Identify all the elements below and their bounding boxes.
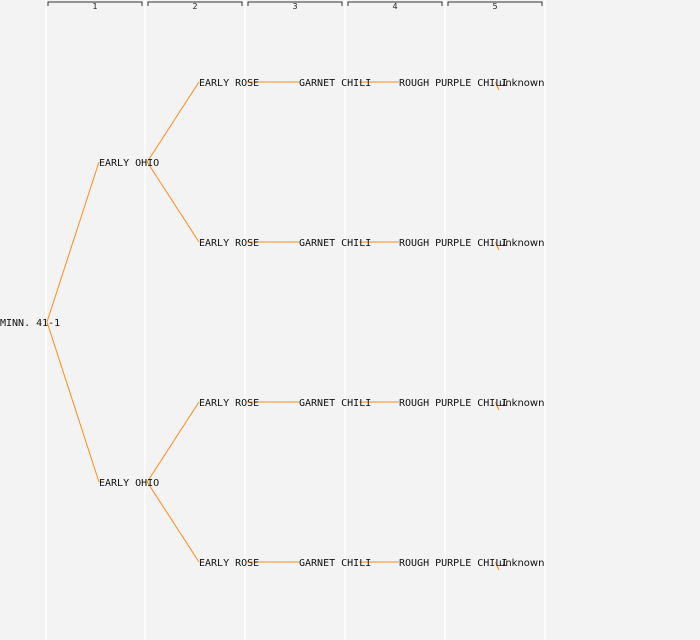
unknown-ancestor-label: unknown (499, 398, 544, 409)
node-label: EARLY ROSE (199, 398, 259, 409)
node-label: GARNET CHILI (299, 398, 371, 409)
generation-header: 1 2 3 4 5 (47, 1, 543, 11)
generation-number: 4 (392, 2, 397, 11)
tree-edge (146, 161, 200, 243)
generation-bracket (147, 1, 243, 6)
node-label: GARNET CHILI (299, 238, 371, 249)
node-label: ROUGH PURPLE CHILI (399, 558, 507, 569)
tree-labels: MINN. 41-1 EARLY OHIO EARLY ROSE GARNET CHI… (0, 78, 544, 569)
generation-bracket (347, 1, 443, 6)
node-label: EARLY OHIO (99, 478, 159, 489)
tree-edge (494, 561, 500, 571)
node-label: ROUGH PURPLE CHILI (399, 238, 507, 249)
unknown-ancestor-label: unknown (499, 238, 544, 249)
generation-number: 2 (192, 2, 197, 11)
node-label: ROUGH PURPLE CHILI (399, 78, 507, 89)
tree-edge (494, 81, 500, 91)
unknown-ancestor-label: unknown (499, 558, 544, 569)
node-label: EARLY ROSE (199, 78, 259, 89)
node-label: GARNET CHILI (299, 558, 371, 569)
node-label: ROUGH PURPLE CHILI (399, 398, 507, 409)
generation-number: 3 (292, 2, 297, 11)
generation-bracket (447, 1, 543, 6)
node-label: GARNET CHILI (299, 78, 371, 89)
generation-bracket (47, 1, 143, 6)
tree-edge (146, 81, 200, 163)
tree-edge (46, 321, 100, 483)
tree-edge (494, 401, 500, 411)
generation-columns (45, 0, 546, 640)
tree-edge (146, 481, 200, 563)
node-label: EARLY ROSE (199, 558, 259, 569)
generation-number: 1 (92, 2, 97, 11)
tree-edges (46, 81, 500, 571)
node-label: EARLY OHIO (99, 158, 159, 169)
generation-bracket (247, 1, 343, 6)
node-label: EARLY ROSE (199, 238, 259, 249)
tree-edge (494, 241, 500, 251)
tree-edge (146, 401, 200, 483)
generation-number: 5 (492, 2, 497, 11)
unknown-ancestor-label: unknown (499, 78, 544, 89)
tree-edge (46, 161, 100, 323)
node-label: MINN. 41-1 (0, 318, 60, 329)
